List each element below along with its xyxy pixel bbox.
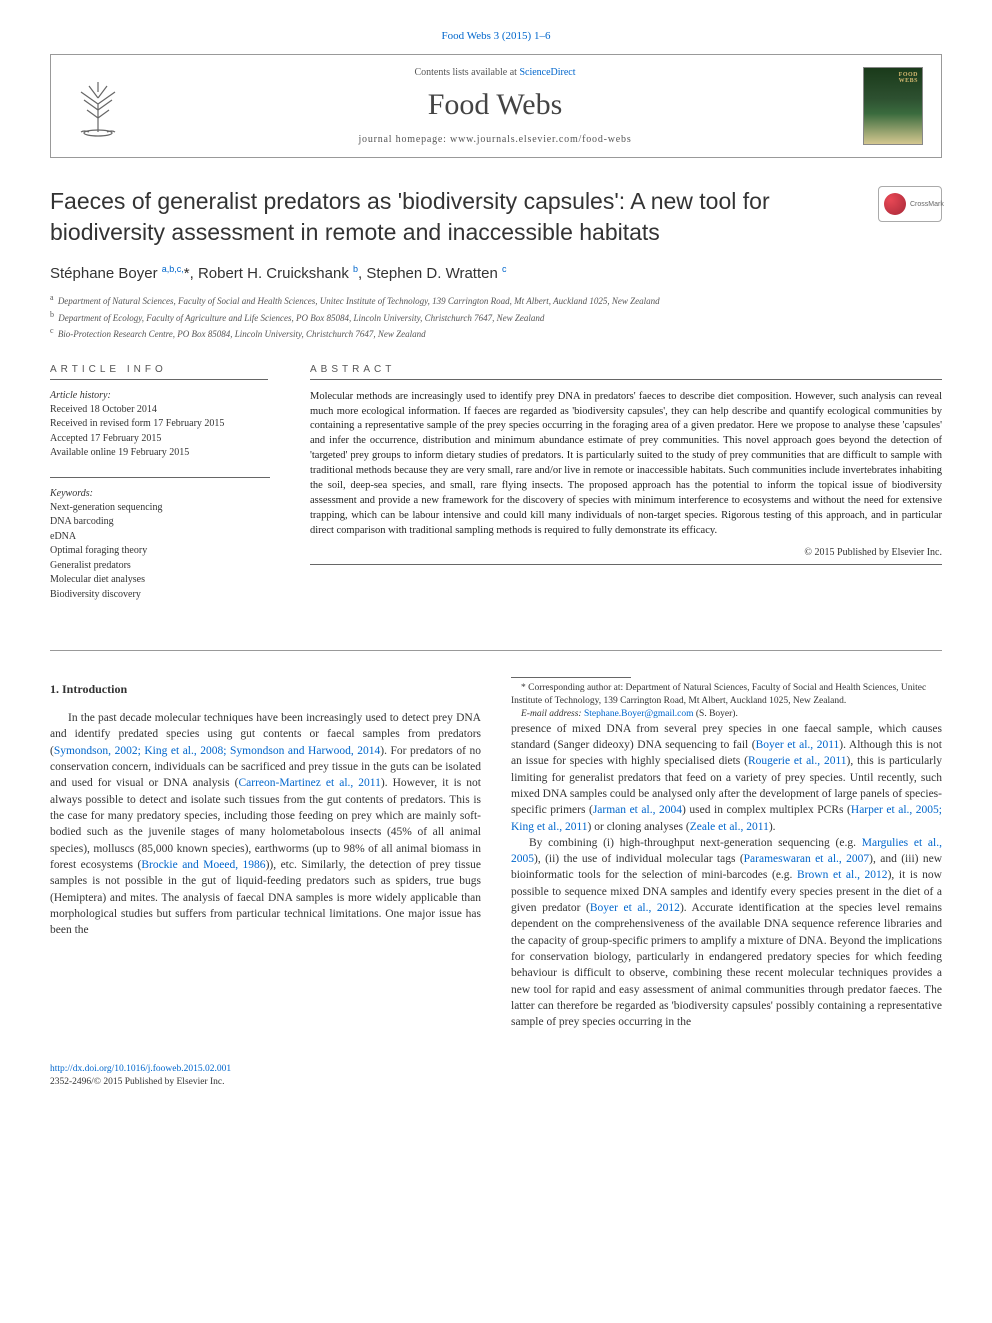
authors: Stéphane Boyer a,b,c,*, Robert H. Cruick… bbox=[50, 264, 942, 282]
doi-link[interactable]: http://dx.doi.org/10.1016/j.fooweb.2015.… bbox=[50, 1064, 231, 1074]
journal-header: Contents lists available at ScienceDirec… bbox=[50, 54, 942, 158]
article-info-heading: article info bbox=[50, 364, 268, 375]
footnote-block: * Corresponding author at: Department of… bbox=[511, 677, 942, 720]
cover-label: FOOD WEBS bbox=[899, 72, 918, 84]
crossmark-badge[interactable]: CrossMark bbox=[878, 186, 942, 222]
rule bbox=[50, 477, 270, 478]
rule bbox=[310, 379, 942, 380]
sciencedirect-link[interactable]: ScienceDirect bbox=[519, 67, 575, 78]
journal-title: Food Webs bbox=[127, 88, 863, 122]
history-lines: Received 18 October 2014Received in revi… bbox=[50, 403, 268, 461]
issn-copyright: 2352-2496/© 2015 Published by Elsevier I… bbox=[50, 1076, 942, 1089]
keywords-label: Keywords: bbox=[50, 488, 268, 499]
crossmark-label: CrossMark bbox=[910, 201, 944, 208]
section-heading: 1. Introduction bbox=[50, 681, 481, 698]
header-citation: Food Webs 3 (2015) 1–6 bbox=[50, 30, 942, 42]
corresponding-author-note: * Corresponding author at: Department of… bbox=[511, 682, 942, 708]
rule bbox=[50, 379, 268, 380]
article-body: 1. Introduction In the past decade molec… bbox=[50, 677, 942, 1031]
abstract-column: abstract Molecular methods are increasin… bbox=[310, 364, 942, 619]
article-title: Faeces of generalist predators as 'biodi… bbox=[50, 186, 858, 248]
abstract-text: Molecular methods are increasingly used … bbox=[310, 390, 942, 539]
body-paragraph: In the past decade molecular techniques … bbox=[50, 710, 481, 939]
page-footer: http://dx.doi.org/10.1016/j.fooweb.2015.… bbox=[50, 1063, 942, 1090]
keywords-list: Next-generation sequencingDNA barcodinge… bbox=[50, 501, 268, 603]
article-info-column: article info Article history: Received 1… bbox=[50, 364, 268, 619]
journal-homepage: journal homepage: www.journals.elsevier.… bbox=[127, 134, 863, 145]
rule bbox=[310, 564, 942, 565]
contents-available: Contents lists available at ScienceDirec… bbox=[127, 67, 863, 78]
journal-cover-thumbnail: FOOD WEBS bbox=[863, 67, 923, 145]
body-paragraph: presence of mixed DNA from several prey … bbox=[511, 721, 942, 835]
history-label: Article history: bbox=[50, 390, 268, 401]
abstract-copyright: © 2015 Published by Elsevier Inc. bbox=[310, 547, 942, 558]
email-line: E-mail address: Stephane.Boyer@gmail.com… bbox=[511, 708, 942, 721]
rule bbox=[50, 650, 942, 651]
body-paragraph: By combining (i) high-throughput next-ge… bbox=[511, 835, 942, 1031]
affiliations: a Department of Natural Sciences, Facult… bbox=[50, 292, 942, 342]
crossmark-icon bbox=[884, 193, 906, 215]
author-email[interactable]: Stephane.Boyer@gmail.com bbox=[584, 709, 694, 719]
abstract-heading: abstract bbox=[310, 364, 942, 375]
elsevier-logo bbox=[69, 74, 127, 138]
